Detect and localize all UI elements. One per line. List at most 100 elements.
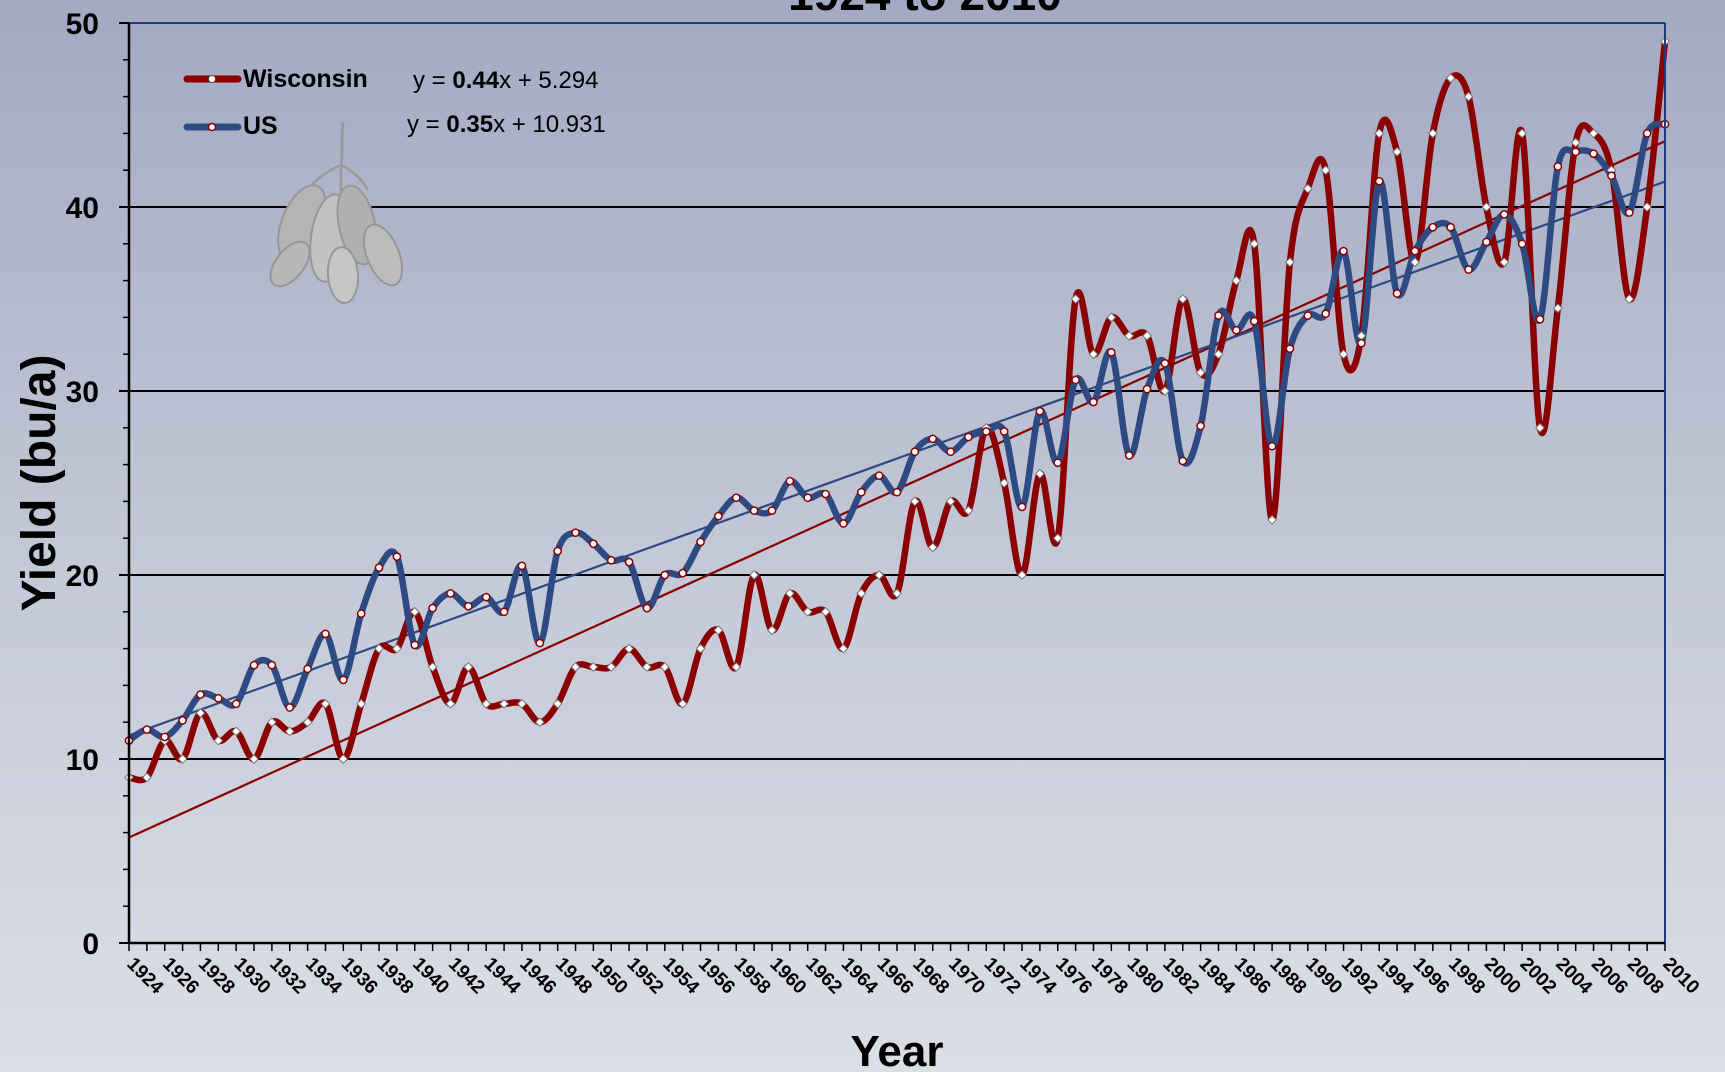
data-point-wisconsin <box>606 662 617 672</box>
data-point-wisconsin <box>909 496 920 507</box>
y-tick-label: 40 <box>66 192 99 225</box>
data-point-us <box>821 489 830 499</box>
legend-item-wisconsin: Wisconsin y = 0.44x + 5.294 <box>183 65 599 94</box>
legend-item-us: US y = 0.35x + 10.931 <box>183 111 606 140</box>
data-point-us <box>231 699 241 709</box>
data-point-wisconsin <box>427 662 438 672</box>
data-point-wisconsin <box>499 698 509 709</box>
data-point-us <box>910 447 920 457</box>
x-tick-label: 2004 <box>1551 954 1596 999</box>
gridlines <box>129 206 1665 760</box>
data-point-wisconsin <box>1445 73 1456 84</box>
x-tick-label: 1948 <box>551 954 596 999</box>
x-tick-label: 1986 <box>1230 954 1275 999</box>
trend-equation-wisconsin: y = 0.44x + 5.294 <box>413 67 599 94</box>
data-markers <box>124 36 1670 783</box>
data-point-us <box>874 471 884 480</box>
data-point-us <box>1053 458 1063 468</box>
x-tick-label: 1970 <box>944 954 989 999</box>
legend-marker-us <box>207 122 217 132</box>
data-point-wisconsin <box>517 698 527 709</box>
soybean-pod-icon <box>269 121 404 304</box>
trendline-us <box>128 180 1666 737</box>
x-tick-label: 1956 <box>694 954 739 999</box>
x-tick-label: 2000 <box>1480 954 1525 999</box>
x-tick-label: 1972 <box>980 954 1025 999</box>
data-point-us <box>999 427 1009 436</box>
data-point-wisconsin <box>1499 257 1510 268</box>
data-point-us <box>1017 502 1027 512</box>
x-tick-label: 1928 <box>194 954 239 999</box>
data-point-wisconsin <box>588 662 599 672</box>
data-point-us <box>660 570 670 580</box>
data-point-us <box>767 506 777 515</box>
data-point-us <box>1035 406 1045 416</box>
x-tick-label: 1934 <box>301 954 346 999</box>
x-tick-label: 1996 <box>1408 954 1453 999</box>
data-point-wisconsin <box>213 735 224 746</box>
data-point-us <box>571 528 580 538</box>
data-point-wisconsin <box>784 588 795 599</box>
data-point-us <box>749 506 759 515</box>
x-tick-label: 2006 <box>1587 954 1632 999</box>
data-point-wisconsin <box>1249 238 1260 249</box>
data-point-wisconsin <box>1517 128 1528 139</box>
data-point-us <box>1499 210 1509 219</box>
data-point-us <box>213 693 223 703</box>
data-point-us <box>642 603 652 613</box>
data-point-us <box>374 563 384 572</box>
data-point-wisconsin <box>1320 165 1331 176</box>
data-point-wisconsin <box>1535 422 1545 433</box>
data-point-wisconsin <box>1302 183 1313 194</box>
x-tick-label: 1926 <box>158 954 203 999</box>
data-point-wisconsin <box>1285 257 1295 268</box>
data-point-wisconsin <box>1124 330 1135 341</box>
data-point-wisconsin <box>320 698 331 709</box>
data-point-us <box>1642 129 1652 138</box>
data-point-us <box>481 592 491 602</box>
data-point-wisconsin <box>284 726 295 737</box>
data-point-wisconsin <box>695 643 706 654</box>
y-axis-ticks: 0 10 20 30 40 50 <box>66 8 129 961</box>
data-point-us <box>1571 147 1581 157</box>
data-point-us <box>1214 311 1223 320</box>
data-point-us <box>446 589 455 598</box>
data-point-wisconsin <box>356 698 367 709</box>
data-point-us <box>856 487 866 497</box>
data-point-us <box>1267 441 1277 451</box>
data-point-us <box>1339 246 1348 256</box>
data-point-us <box>589 539 598 549</box>
series-lines <box>125 38 1669 784</box>
data-point-us <box>285 703 295 712</box>
data-point-us <box>1535 314 1545 324</box>
x-tick-label: 1966 <box>873 954 918 999</box>
data-point-wisconsin <box>1177 294 1188 304</box>
data-point-us <box>1071 375 1080 385</box>
x-tick-label: 1952 <box>623 954 668 999</box>
data-point-wisconsin <box>1588 128 1599 139</box>
data-point-us <box>1303 311 1313 320</box>
x-tick-label: 1930 <box>230 954 275 999</box>
data-point-us <box>1321 309 1331 319</box>
data-point-wisconsin <box>1231 275 1242 286</box>
data-point-us <box>356 609 366 618</box>
data-point-us <box>1392 289 1402 298</box>
data-point-wisconsin <box>1552 303 1563 314</box>
data-point-us <box>303 664 312 674</box>
data-point-wisconsin <box>266 717 277 728</box>
data-point-us <box>1196 421 1205 431</box>
data-point-wisconsin <box>731 662 742 672</box>
x-tick-label: 1924 <box>122 954 167 999</box>
y-tick-label: 10 <box>66 744 99 777</box>
data-point-wisconsin <box>1070 294 1081 304</box>
x-tick-label: 2002 <box>1516 954 1561 999</box>
data-point-wisconsin <box>1427 128 1438 139</box>
x-tick-label: 1950 <box>587 954 632 999</box>
x-tick-label: 1988 <box>1266 954 1311 999</box>
data-point-us <box>964 432 973 442</box>
data-point-wisconsin <box>1481 202 1492 212</box>
x-tick-label: 1968 <box>908 954 953 999</box>
x-tick-label: 1994 <box>1373 954 1418 999</box>
data-point-us <box>410 640 420 650</box>
